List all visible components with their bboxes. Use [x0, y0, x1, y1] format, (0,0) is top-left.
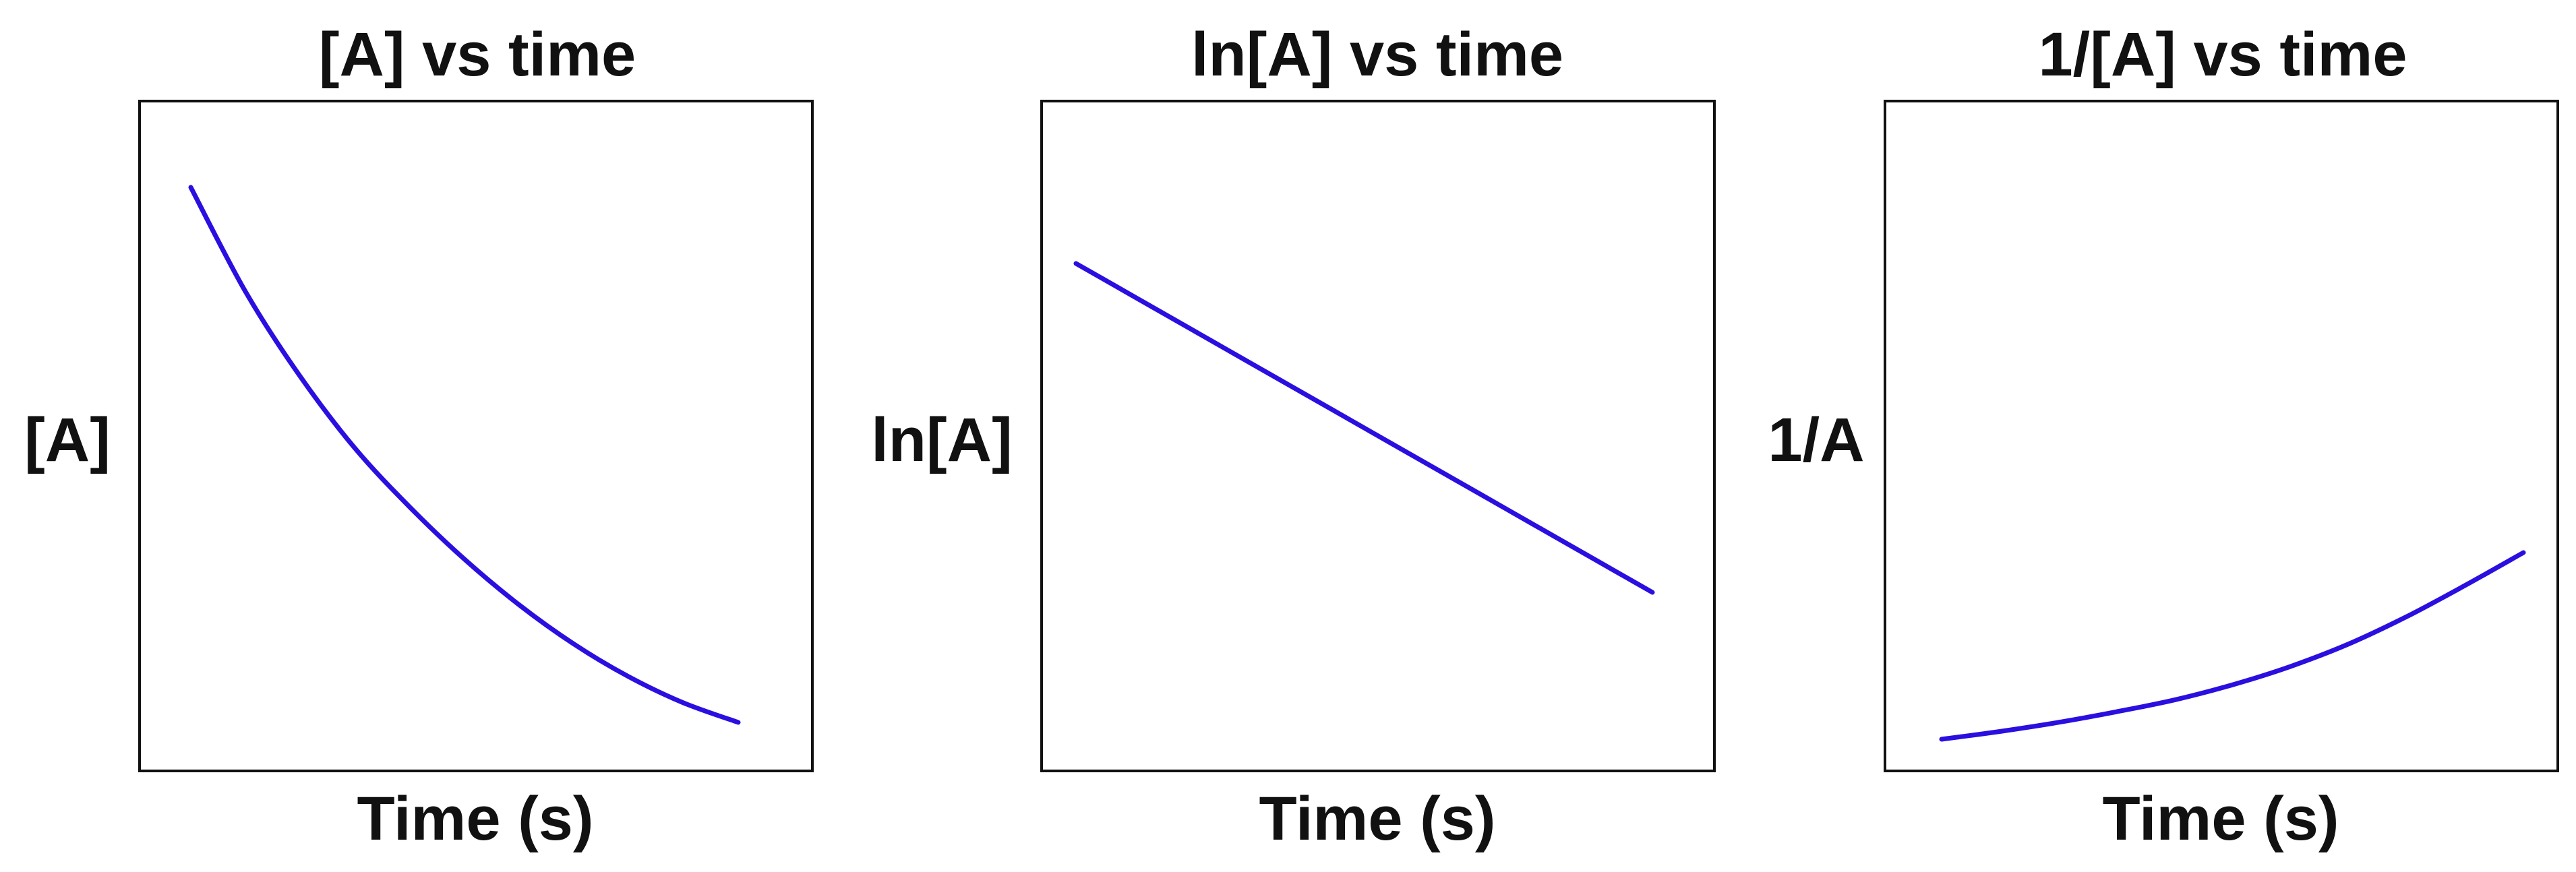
- panel-concentration: [A] vs time [A] Time (s): [24, 20, 814, 853]
- y-axis-label: [A]: [24, 406, 111, 474]
- panel-title: ln[A] vs time: [1191, 20, 1563, 89]
- panel-title: [A] vs time: [319, 20, 636, 89]
- data-series-line: [188, 185, 741, 725]
- panel-title: 1/[A] vs time: [2038, 20, 2407, 89]
- plot-frame: [1884, 100, 2559, 772]
- x-axis-label: Time (s): [357, 784, 593, 853]
- y-axis-label: 1/A: [1768, 406, 1864, 474]
- plot-frame: [138, 100, 814, 772]
- panel-ln-concentration: ln[A] vs time ln[A] Time (s): [871, 20, 1716, 853]
- x-axis-label: Time (s): [1259, 784, 1495, 853]
- x-axis-label: Time (s): [2102, 784, 2339, 853]
- y-axis-label: ln[A]: [871, 406, 1012, 474]
- data-series-line: [1939, 550, 2526, 742]
- plot-frame: [1040, 100, 1716, 772]
- data-series-line: [1073, 261, 1655, 595]
- panel-inverse-concentration: 1/[A] vs time 1/A Time (s): [1768, 20, 2559, 853]
